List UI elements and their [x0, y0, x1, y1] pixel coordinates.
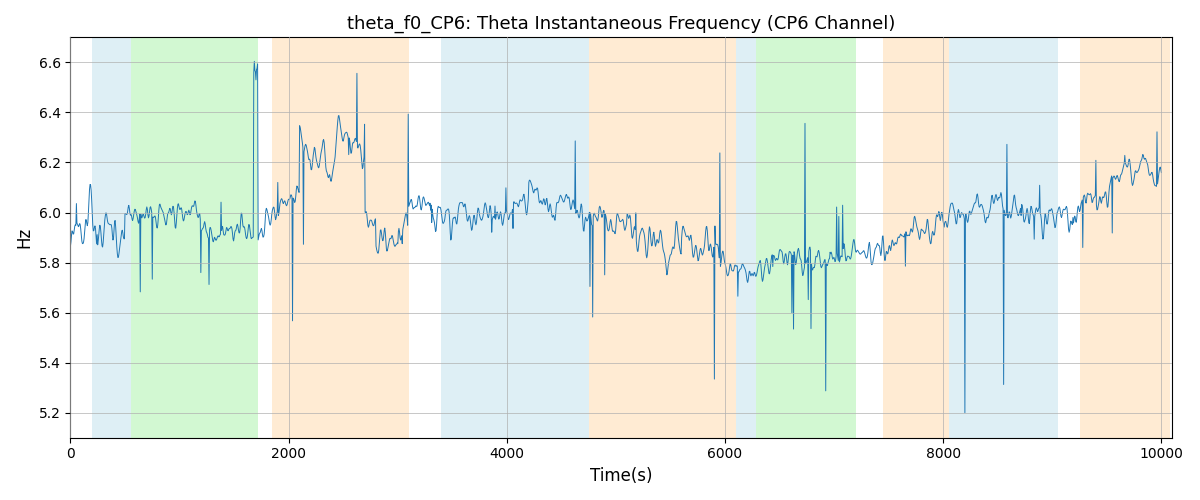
Bar	[92, 38, 132, 438]
Bar	[132, 38, 258, 438]
Bar	[1080, 38, 1170, 438]
Y-axis label: Hz: Hz	[14, 227, 32, 248]
Bar	[949, 38, 1057, 438]
Bar	[272, 38, 408, 438]
Bar	[442, 38, 589, 438]
Bar	[756, 38, 856, 438]
Bar	[589, 38, 736, 438]
Bar	[883, 38, 949, 438]
Title: theta_f0_CP6: Theta Instantaneous Frequency (CP6 Channel): theta_f0_CP6: Theta Instantaneous Freque…	[347, 15, 895, 34]
Bar	[736, 38, 756, 438]
X-axis label: Time(s): Time(s)	[590, 467, 653, 485]
